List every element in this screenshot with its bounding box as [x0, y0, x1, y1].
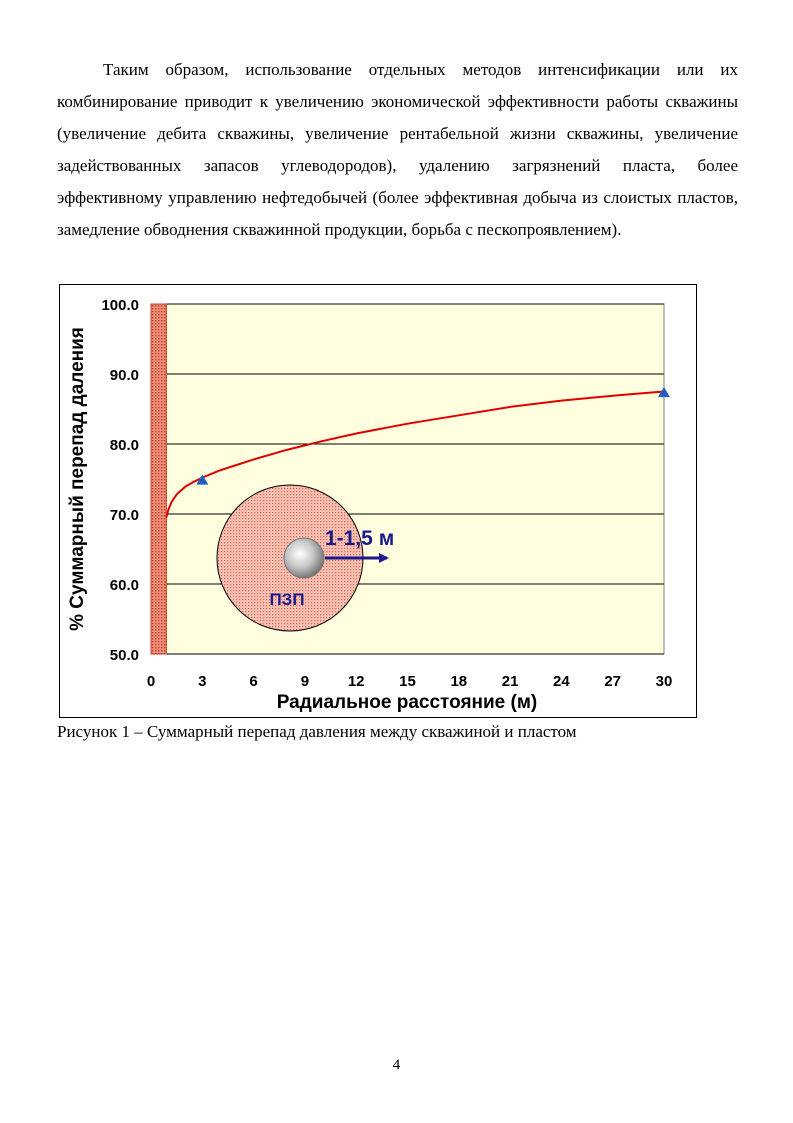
body-paragraph: Таким образом, использование отдельных м… [57, 60, 738, 239]
x-tick-label: 6 [249, 673, 257, 690]
radius-label: 1-1,5 м [325, 527, 394, 550]
y-axis-tick-labels: 50.0 60.0 70.0 80.0 90.0 100.0 [101, 297, 139, 664]
x-tick-label: 12 [348, 673, 365, 690]
page-number: 4 [392, 1057, 401, 1073]
pressure-drop-chart: 50.0 60.0 70.0 80.0 90.0 100.0 0 3 6 9 12 15 18 21 24… [59, 284, 697, 718]
plot-area [150, 303, 665, 655]
x-tick-label: 15 [399, 673, 416, 690]
figure-caption: Рисунок 1 – Суммарный перепад давления м… [57, 722, 577, 741]
x-tick-label: 9 [301, 673, 309, 690]
figure-pressure-drop: 50.0 60.0 70.0 80.0 90.0 100.0 0 3 6 9 12 15 18 21 24… [59, 284, 697, 718]
x-tick-label: 18 [450, 673, 467, 690]
triangle-marker [196, 474, 209, 485]
wellbore-band [150, 303, 167, 655]
x-tick-label: 30 [656, 673, 673, 690]
x-tick-label: 0 [147, 673, 155, 690]
y-axis-label: % Суммарный перепад даления [67, 327, 88, 631]
x-axis-label: Радиальное расстояние (м) [277, 692, 538, 713]
zone-label: ПЗП [269, 590, 304, 609]
x-tick-label: 24 [553, 673, 570, 690]
data-markers [196, 386, 670, 485]
y-tick-label: 70.0 [110, 507, 139, 524]
x-tick-label: 3 [198, 673, 206, 690]
y-tick-label: 80.0 [110, 437, 139, 454]
y-tick-label: 60.0 [110, 577, 139, 594]
near-wellbore-zone-inset: 1-1,5 м ПЗП [216, 484, 394, 632]
y-tick-label: 50.0 [110, 647, 139, 664]
x-axis-tick-labels: 0 3 6 9 12 15 18 21 24 27 30 [147, 673, 673, 690]
y-tick-label: 90.0 [110, 367, 139, 384]
triangle-marker [658, 386, 670, 398]
wellbore-circle [283, 537, 325, 579]
y-tick-label: 100.0 [101, 297, 139, 314]
x-tick-label: 27 [604, 673, 621, 690]
series-line [165, 390, 665, 518]
x-tick-label: 21 [502, 673, 519, 690]
